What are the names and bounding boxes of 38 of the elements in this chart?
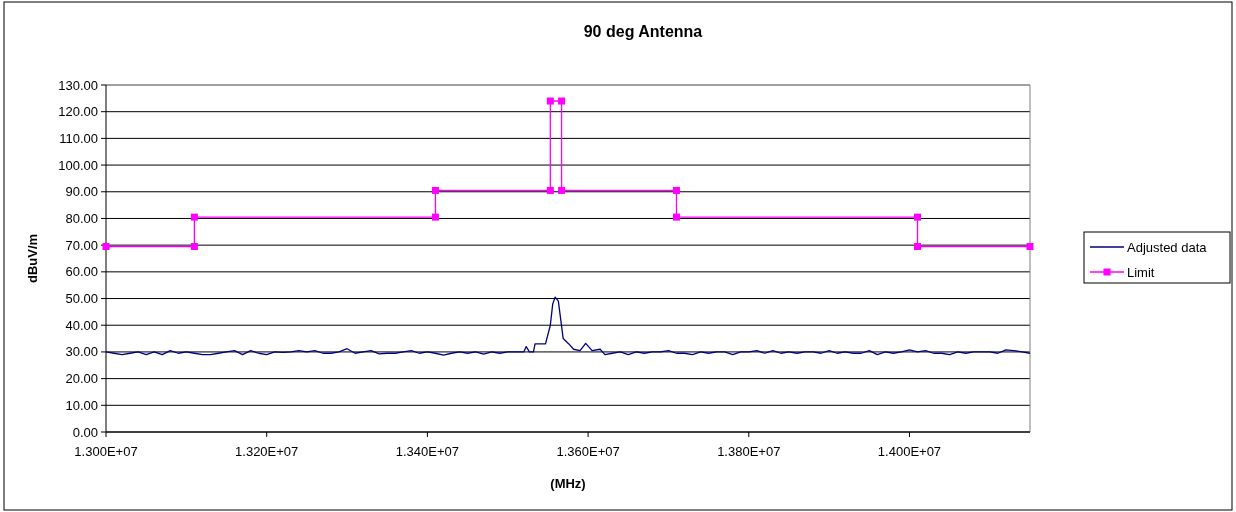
x-tick-label: 1.300E+07	[74, 444, 138, 459]
point	[558, 186, 566, 194]
point	[672, 186, 680, 194]
legend-label: Limit	[1127, 264, 1155, 280]
y-tick-label: 40.00	[65, 317, 98, 333]
point	[546, 97, 554, 105]
x-tick-label: 1.320E+07	[235, 444, 299, 459]
legend-label: Adjusted data	[1127, 239, 1208, 255]
x-tick-label: 1.360E+07	[556, 444, 620, 459]
point	[546, 186, 554, 194]
y-tick-label: 90.00	[65, 184, 98, 200]
y-tick-label: 100.00	[58, 157, 98, 173]
x-axis-title: (MHz)	[550, 476, 586, 491]
y-tick-label: 60.00	[65, 264, 98, 280]
x-tick-label: 1.340E+07	[395, 444, 460, 459]
point	[190, 213, 198, 221]
y-tick-label: 0.00	[72, 424, 98, 440]
y-tick-label: 10.00	[65, 397, 98, 413]
point	[1026, 242, 1034, 250]
y-tick-label: 20.00	[65, 371, 98, 387]
y-tick-label: 120.00	[58, 104, 98, 120]
point	[190, 242, 198, 250]
y-tick-label: 110.00	[59, 130, 98, 146]
point	[672, 213, 680, 221]
y-tick-label: 130.00	[58, 77, 98, 93]
y-tick-label: 50.00	[65, 291, 98, 307]
x-tick-label: 1.380E+07	[717, 444, 781, 459]
y-tick-label: 70.00	[65, 237, 98, 253]
y-axis-title: dBuV/m	[25, 233, 40, 284]
point	[558, 97, 566, 105]
chart-title: 90 deg Antenna	[583, 23, 703, 40]
point	[431, 186, 439, 194]
point	[914, 213, 922, 221]
point	[914, 242, 922, 250]
y-tick-label: 80.00	[65, 211, 98, 227]
x-tick-label: 1.400E+07	[877, 444, 942, 459]
point	[431, 213, 439, 221]
y-tick-label: 30.00	[65, 344, 98, 360]
